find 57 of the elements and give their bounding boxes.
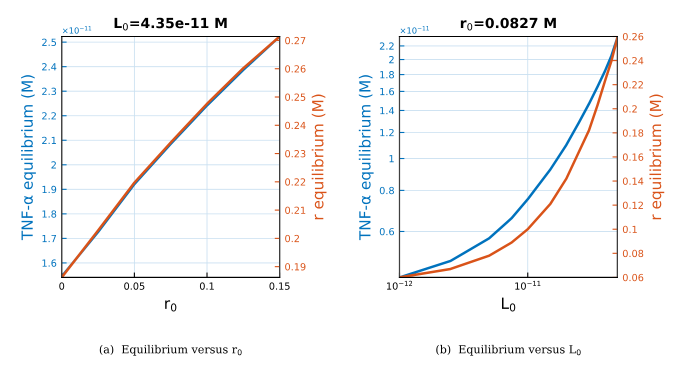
- y2-tick-label: 0.23: [285, 150, 306, 158]
- text: (b) Equilibrium versus L$_{0}$: [436, 344, 581, 356]
- y-tick-label: 1.6: [42, 259, 56, 267]
- y-tick-label: 1.4: [380, 107, 394, 114]
- y2-tick-label: 0.08: [622, 250, 644, 258]
- y-tick-label: 1.7: [42, 235, 56, 242]
- y-tick-label: 1.9: [42, 186, 56, 194]
- y2-tick-label: 0.2: [285, 234, 299, 242]
- y-tick-label: 2.2: [380, 42, 394, 50]
- y-tick-label: 2: [389, 56, 394, 64]
- y2-tick-label: 0.14: [622, 178, 644, 185]
- y2-tick-label: 0.2: [622, 105, 637, 113]
- chart-title: L$_{0}$=4.35e-11 M: [114, 18, 227, 30]
- y2-tick-label: 0.12: [622, 202, 643, 209]
- y-tick-label: 2.3: [42, 88, 56, 96]
- y-tick-label: 2: [51, 161, 56, 168]
- y2-tick-label: 0.24: [285, 122, 306, 130]
- text: (a) Equilibrium versus r$_{0}$: [100, 344, 242, 356]
- y2-tick-label: 0.19: [285, 263, 306, 270]
- y2-tick-label: 0.16: [622, 153, 644, 161]
- x-axis-title: r$_{0}$: [165, 300, 176, 312]
- text: ×10$^{−11}$: [62, 26, 92, 34]
- x-tick-label: 0.1: [200, 282, 214, 290]
- y2-tick-label: 0.22: [285, 178, 306, 186]
- x-axis-title: L$_{0}$: [502, 298, 516, 312]
- y-tick-label: 2.2: [42, 112, 56, 120]
- y-tick-label: 1.8: [380, 71, 394, 78]
- y-axis-title: TNF-α equilibrium (M): [21, 75, 36, 240]
- y-tick-label: 0.6: [380, 228, 394, 236]
- x-tick-label: 10$^{−11}$: [515, 280, 540, 290]
- y2-tick-label: 0.21: [285, 206, 306, 214]
- y2-axis-title: r equilibrium (M): [649, 94, 664, 220]
- x-tick-label: 0: [59, 282, 64, 290]
- y2-tick-label: 0.26: [622, 32, 644, 40]
- y2-tick-label: 0.27: [285, 36, 306, 44]
- y-tick-label: 1: [390, 155, 394, 162]
- y2-tick-label: 0.18: [622, 129, 644, 137]
- x-tick-label: 0.15: [269, 282, 290, 290]
- y-tick-label: 0.8: [380, 186, 394, 194]
- x-tick-label: 0.05: [124, 282, 144, 290]
- y-tick-label: 2.5: [42, 38, 56, 46]
- y-tick-label: 2.4: [42, 63, 56, 70]
- y-axis-title: TNF-α equilibrium (M): [358, 75, 374, 240]
- y-tick-label: 1.2: [380, 128, 394, 136]
- y-tick-label: 1.8: [42, 210, 56, 218]
- y2-tick-label: 0.22: [622, 81, 643, 89]
- y2-tick-label: 0.25: [285, 93, 306, 101]
- y2-axis-title: r equilibrium (M): [312, 94, 326, 220]
- y2-tick-label: 0.1: [622, 226, 637, 234]
- y2-tick-label: 0.06: [622, 274, 644, 282]
- x-tick-label: 10$^{−12}$: [387, 280, 412, 290]
- y-tick-label: 1.6: [380, 88, 394, 96]
- text: ×10$^{−11}$: [400, 26, 429, 34]
- y2-tick-label: 0.26: [285, 65, 306, 73]
- chart-title: r$_{0}$=0.0827 M: [460, 18, 556, 30]
- y-tick-label: 2.1: [42, 136, 56, 144]
- y2-tick-label: 0.24: [622, 57, 644, 64]
